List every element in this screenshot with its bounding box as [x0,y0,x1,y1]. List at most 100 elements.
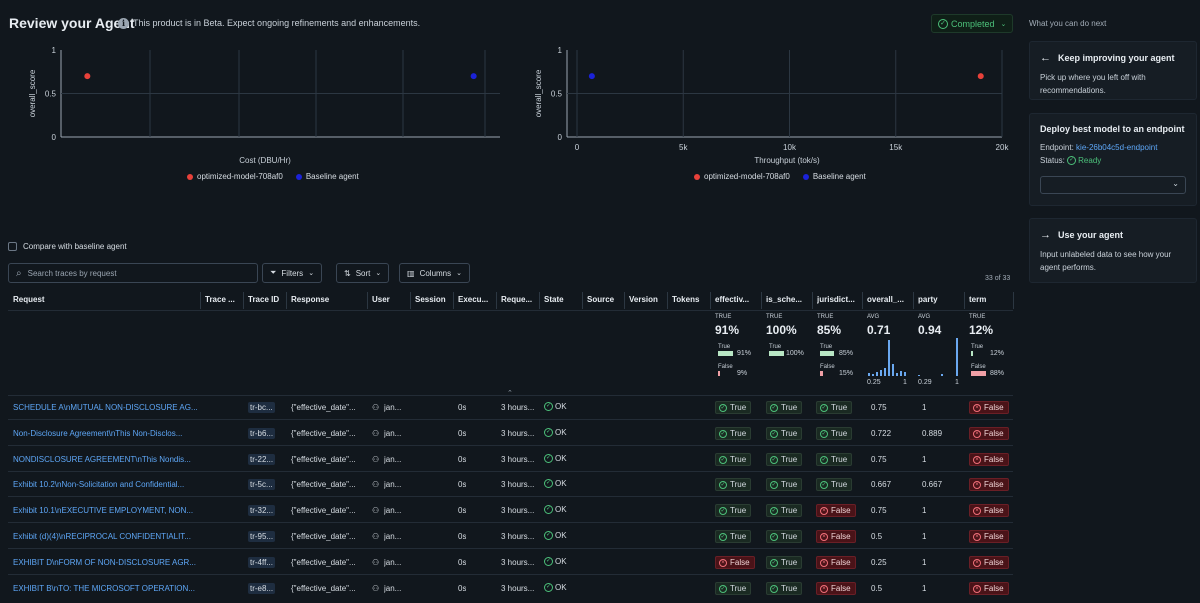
column-header[interactable]: Session [415,295,446,304]
check-circle-icon: ✓ [719,403,727,412]
histogram-bar [904,372,906,376]
column-header[interactable]: effectiv... [715,295,750,304]
column-header[interactable]: Execu... [458,295,489,304]
column-header[interactable]: term [969,295,987,304]
true-pill: ✓ True [816,427,853,440]
column-divider[interactable] [812,292,813,309]
check-circle-icon: ✓ [1067,156,1077,166]
status-dropdown[interactable]: ✓ Completed ⌄ [931,14,1013,33]
column-divider[interactable] [761,292,762,309]
column-divider[interactable] [667,292,668,309]
x-circle-icon: × [820,558,828,567]
check-circle-icon: ✓ [544,479,553,489]
column-divider[interactable] [862,292,863,309]
histogram-bar [896,373,898,376]
pill-label: False [984,455,1004,464]
check-circle-icon: ✓ [770,455,778,464]
request-link[interactable]: Exhibit 10.1\nEXECUTIVE EMPLOYMENT, NON.… [13,506,194,515]
user-icon: ⚇ [372,558,380,567]
true-pill: ✓ True [715,453,752,466]
summary-label: TRUE [766,314,783,320]
search-placeholder: Search traces by request [27,268,117,278]
trace-id[interactable]: tr-4ff... [248,557,275,568]
column-divider[interactable] [410,292,411,309]
request-link[interactable]: Exhibit 10.2\nNon-Solicitation and Confi… [13,480,185,489]
request-link[interactable]: EXHIBIT D\nFORM OF NON-DISCLOSURE AGR... [13,558,196,567]
column-header[interactable]: Response [291,295,330,304]
chevron-down-icon: ⌄ [456,270,463,277]
column-divider[interactable] [913,292,914,309]
false-pill: × False [969,582,1009,595]
column-header[interactable]: overall_... [867,295,904,304]
collapse-chevron-icon[interactable]: ⌃ [507,390,513,397]
trace-id[interactable]: tr-b6... [248,428,276,439]
summary-bar [971,351,974,356]
column-divider[interactable] [367,292,368,309]
column-divider[interactable] [964,292,965,309]
true-pill: ✓ True [766,530,803,543]
sort-button[interactable]: ⇅ Sort ⌄ [336,263,390,283]
state-label: OK [555,402,567,411]
request-link[interactable]: SCHEDULE A\nMUTUAL NON-DISCLOSURE AG... [13,403,198,412]
column-divider[interactable] [200,292,201,309]
columns-button[interactable]: ▥ Columns ⌄ [399,263,471,283]
column-divider[interactable] [1013,292,1014,309]
card-keep-improving[interactable]: ← Keep improving your agent Pick up where… [1029,41,1197,100]
column-header[interactable]: Source [587,295,615,304]
true-pill: ✓ True [816,453,853,466]
deploy-select[interactable]: ⌄ [1040,176,1186,194]
bar-pct: 9% [737,370,748,377]
trace-id[interactable]: tr-32... [248,505,276,516]
card-use-agent[interactable]: → Use your agent Input unlabeled data to … [1029,218,1197,283]
column-header[interactable]: Trace ... [205,295,235,304]
column-divider[interactable] [453,292,454,309]
execution-cell: 0s [458,506,467,515]
column-divider[interactable] [286,292,287,309]
column-divider[interactable] [582,292,583,309]
endpoint-link[interactable]: kie-26b04c5d-endpoint [1076,143,1158,152]
x-circle-icon: × [973,506,981,515]
bar-label: True [718,344,731,350]
column-header[interactable]: Request [13,295,45,304]
column-divider[interactable] [710,292,711,309]
legend-dot-optimized [694,173,700,180]
bar-pct: 85% [839,350,854,357]
column-header[interactable]: party [918,295,938,304]
compare-baseline-checkbox[interactable]: Compare with baseline agent [8,242,127,251]
column-header[interactable]: User [372,295,390,304]
false-pill: × False [816,504,856,517]
trace-id[interactable]: tr-95... [248,531,276,542]
column-header[interactable]: Reque... [501,295,533,304]
execution-cell: 0s [458,480,467,489]
card-title: Keep improving your agent [1058,53,1175,63]
trace-id[interactable]: tr-22... [248,454,276,465]
request-link[interactable]: Exhibit (d)(4)\nRECIPROCAL CONFIDENTIALI… [13,532,191,541]
request-link[interactable]: EXHIBIT B\nTO: THE MICROSOFT OPERATION..… [13,584,195,593]
column-header[interactable]: Version [629,295,658,304]
pill-label: False [984,403,1004,412]
trace-id[interactable]: tr-bc... [248,402,275,413]
filters-button[interactable]: ⏷ Filters ⌄ [262,263,323,283]
column-header[interactable]: Tokens [672,295,700,304]
trace-id[interactable]: tr-e8... [248,583,276,594]
request-time-cell: 3 hours... [501,455,535,464]
column-divider[interactable] [539,292,540,309]
request-link[interactable]: NONDISCLOSURE AGREEMENT\nThis Nondis... [13,455,191,464]
bar-label: True [971,344,984,350]
column-header[interactable]: State [544,295,564,304]
summary-divider [8,395,1013,396]
column-divider[interactable] [243,292,244,309]
column-header[interactable]: Trace ID [248,295,280,304]
column-header[interactable]: is_sche... [766,295,803,304]
user-cell: jan... [384,480,402,489]
column-divider[interactable] [496,292,497,309]
request-link[interactable]: Non-Disclosure Agreement\nThis Non-Discl… [13,429,183,438]
checkbox-box[interactable] [8,242,17,251]
row-divider [8,496,1013,497]
search-input[interactable]: ⌕ Search traces by request [8,263,258,283]
trace-id[interactable]: tr-5c... [248,479,275,490]
arrow-left-icon: ← [1040,52,1051,64]
pill-label: True [730,429,747,438]
column-divider[interactable] [624,292,625,309]
column-header[interactable]: jurisdict... [817,295,855,304]
